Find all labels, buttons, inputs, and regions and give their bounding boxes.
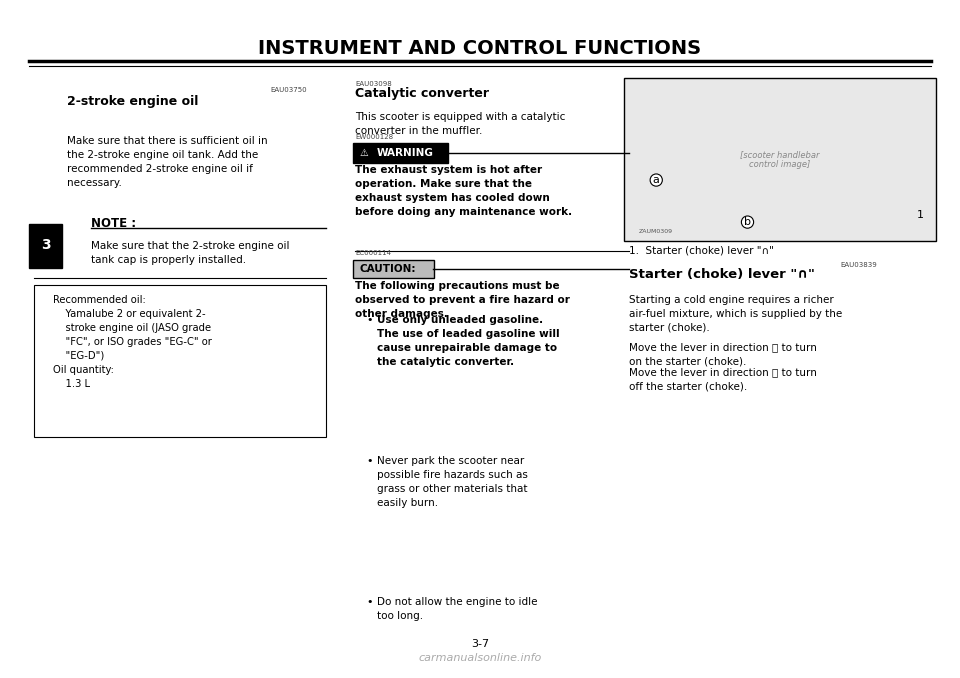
Text: CAUTION:: CAUTION: xyxy=(360,264,417,274)
Text: NOTE :: NOTE : xyxy=(91,217,136,230)
Text: This scooter is equipped with a catalytic
converter in the muffler.: This scooter is equipped with a catalyti… xyxy=(355,112,565,136)
Text: WARNING: WARNING xyxy=(376,148,433,158)
Text: 1: 1 xyxy=(917,210,924,220)
Text: EW000128: EW000128 xyxy=(355,134,394,140)
Text: Move the lever in direction ⓐ to turn
on the starter (choke).: Move the lever in direction ⓐ to turn on… xyxy=(629,342,817,366)
Text: [scooter handlebar
control image]: [scooter handlebar control image] xyxy=(740,150,819,169)
Text: •: • xyxy=(367,315,373,325)
FancyBboxPatch shape xyxy=(624,78,936,241)
Text: The exhaust system is hot after
operation. Make sure that the
exhaust system has: The exhaust system is hot after operatio… xyxy=(355,165,572,217)
Text: 3-7: 3-7 xyxy=(471,639,489,650)
Text: Recommended oil:
    Yamalube 2 or equivalent 2-
    stroke engine oil (JASO gra: Recommended oil: Yamalube 2 or equivalen… xyxy=(53,295,211,389)
FancyBboxPatch shape xyxy=(34,285,326,437)
Text: Make sure that there is sufficient oil in
the 2-stroke engine oil tank. Add the
: Make sure that there is sufficient oil i… xyxy=(67,136,268,188)
Text: EAU03750: EAU03750 xyxy=(271,87,307,92)
Text: •: • xyxy=(367,597,373,607)
FancyBboxPatch shape xyxy=(353,260,434,278)
Text: EC000114: EC000114 xyxy=(355,250,392,256)
Text: Never park the scooter near
possible fire hazards such as
grass or other materia: Never park the scooter near possible fir… xyxy=(377,456,528,508)
Text: Make sure that the 2-stroke engine oil
tank cap is properly installed.: Make sure that the 2-stroke engine oil t… xyxy=(91,241,290,264)
Text: Use only unleaded gasoline.
The use of leaded gasoline will
cause unrepairable d: Use only unleaded gasoline. The use of l… xyxy=(377,315,560,367)
Text: Move the lever in direction ⓑ to turn
off the starter (choke).: Move the lever in direction ⓑ to turn of… xyxy=(629,367,817,391)
Text: ZAUM0309: ZAUM0309 xyxy=(638,228,673,233)
Text: EAU03839: EAU03839 xyxy=(840,262,876,268)
Text: carmanualsonline.info: carmanualsonline.info xyxy=(419,653,541,663)
FancyBboxPatch shape xyxy=(29,224,62,268)
Text: The following precautions must be
observed to prevent a fire hazard or
other dam: The following precautions must be observ… xyxy=(355,281,570,319)
Text: a: a xyxy=(653,175,660,185)
Text: ⚠: ⚠ xyxy=(360,148,369,158)
Text: 2-stroke engine oil: 2-stroke engine oil xyxy=(67,95,199,108)
Text: INSTRUMENT AND CONTROL FUNCTIONS: INSTRUMENT AND CONTROL FUNCTIONS xyxy=(258,39,702,58)
Text: EAU03098: EAU03098 xyxy=(355,81,392,87)
Text: •: • xyxy=(367,456,373,466)
Text: Catalytic converter: Catalytic converter xyxy=(355,87,490,100)
Text: 1.  Starter (choke) lever "∩": 1. Starter (choke) lever "∩" xyxy=(629,245,774,256)
Text: Starter (choke) lever "∩": Starter (choke) lever "∩" xyxy=(629,268,815,281)
FancyBboxPatch shape xyxy=(353,143,448,163)
Text: Starting a cold engine requires a richer
air-fuel mixture, which is supplied by : Starting a cold engine requires a richer… xyxy=(629,295,842,333)
Text: b: b xyxy=(744,217,751,227)
Text: Do not allow the engine to idle
too long.: Do not allow the engine to idle too long… xyxy=(377,597,538,621)
Text: 3: 3 xyxy=(40,239,51,252)
